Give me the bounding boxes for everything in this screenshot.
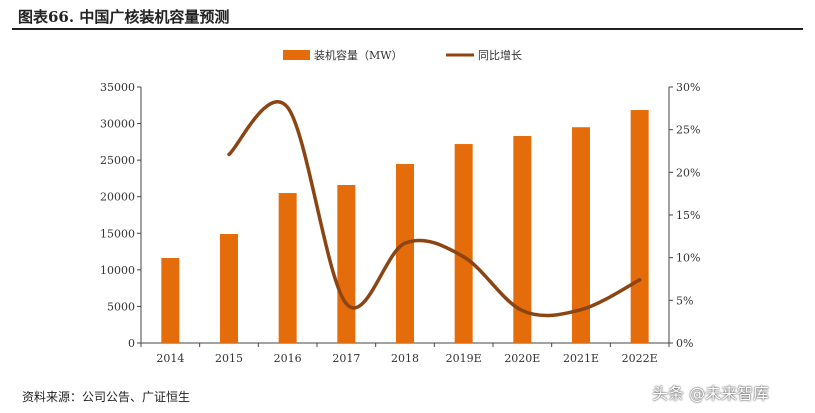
x-tick-label: 2014 [156, 352, 184, 365]
watermark: 头条 @未来智库 [652, 384, 770, 403]
right-tick-label: 15% [676, 209, 700, 222]
left-tick-label: 0 [128, 337, 135, 350]
x-tick-label: 2017 [332, 352, 360, 365]
source-note: 资料来源：公司公告、广证恒生 [22, 390, 191, 404]
x-tick-label: 2018 [391, 352, 419, 365]
left-tick-label: 20000 [100, 191, 135, 204]
x-tick-label: 2016 [274, 352, 302, 365]
legend-line-label: 同比增长 [478, 48, 522, 62]
bar-2014 [161, 258, 180, 343]
bar-2015 [220, 234, 238, 343]
right-tick-label: 20% [676, 166, 700, 179]
right-tick-label: 0% [676, 337, 693, 350]
bar-2020E [513, 136, 532, 343]
left-tick-label: 35000 [100, 81, 135, 94]
right-tick-label: 5% [676, 294, 693, 307]
chart-svg: 0 5000 10000 15000 20000 25000 30000 35000 0% 5% 1… [100, 48, 700, 365]
right-tick-label: 10% [676, 252, 700, 265]
x-tick-label: 2022E [622, 352, 658, 365]
bar-2016 [278, 193, 297, 343]
left-tick-label: 25000 [100, 154, 135, 167]
bar-2019E [454, 144, 473, 343]
right-tick-label: 25% [676, 124, 700, 137]
left-tick-label: 5000 [107, 300, 135, 313]
x-tick-label: 2021E [563, 352, 599, 365]
title-divider [12, 28, 803, 30]
bar-2018 [396, 164, 414, 343]
bar-2022E [630, 110, 649, 343]
bar-2017 [337, 185, 356, 343]
left-tick-label: 10000 [100, 264, 135, 277]
legend-bar-label: 装机容量（MW） [314, 48, 403, 62]
chart-title: 图表66. 中国广核装机容量预测 [18, 8, 230, 26]
left-tick-label: 15000 [100, 227, 135, 240]
x-tick-label: 2019E [446, 352, 482, 365]
x-tick-label: 2020E [504, 352, 540, 365]
legend-bar-swatch [283, 50, 310, 60]
left-tick-label: 30000 [100, 118, 135, 131]
x-tick-label: 2015 [215, 352, 243, 365]
bar-2021E [572, 127, 590, 343]
right-tick-label: 30% [676, 81, 700, 94]
